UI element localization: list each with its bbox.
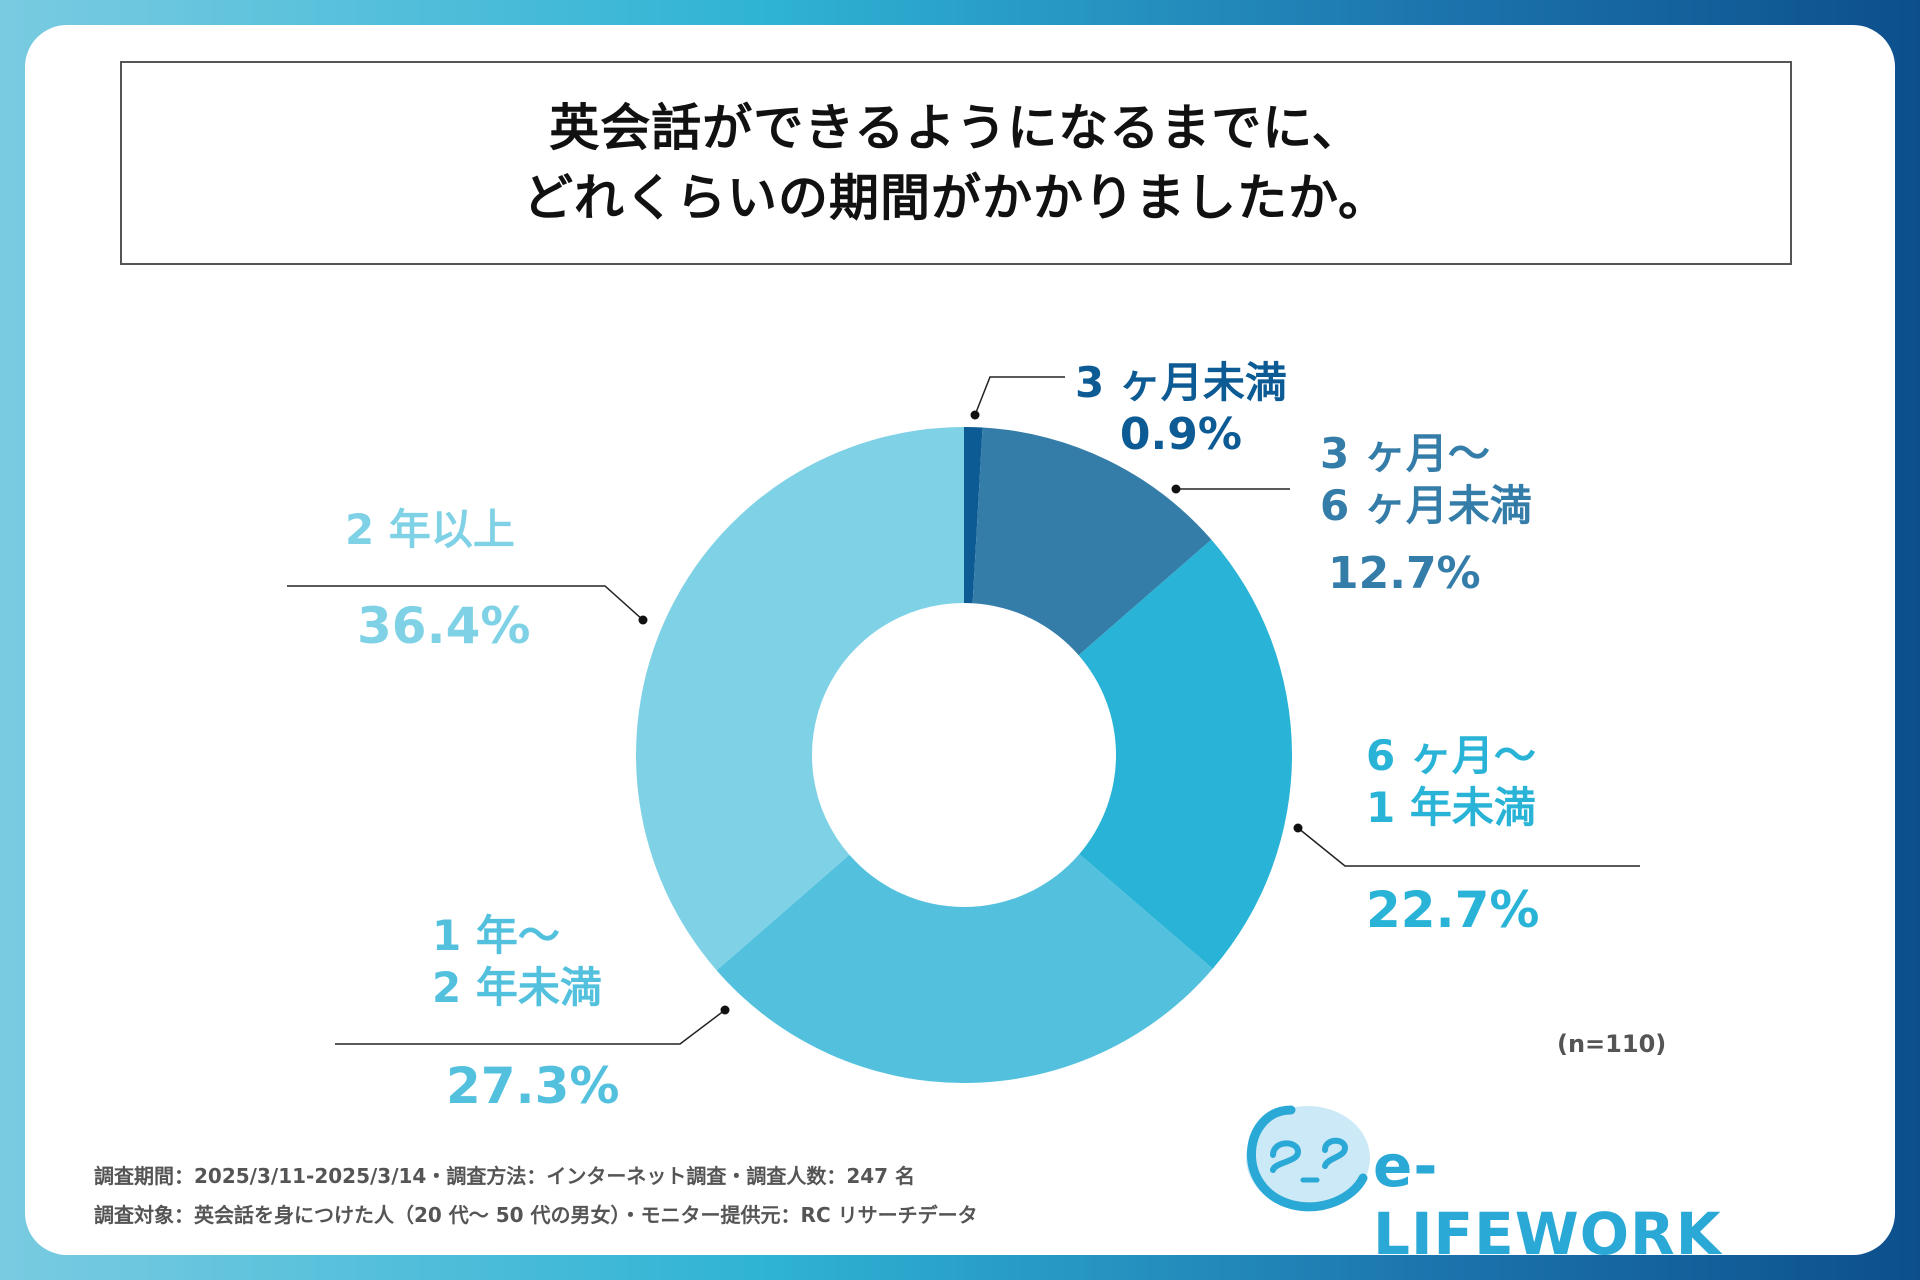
leader-line-4 — [287, 585, 644, 621]
label-slice-4-name: 2 年以上 — [345, 505, 515, 554]
leader-line-2 — [1297, 827, 1640, 867]
title-line-2: どれくらいの期間がかかりましたか。 — [523, 169, 1389, 227]
label-slice-3-name-1: 1 年〜 — [432, 911, 560, 960]
label-slice-0-value: 0.9% — [1119, 409, 1242, 460]
label-slice-4: 2 年以上 36.4% — [345, 504, 530, 656]
leader-dot-3 — [720, 1005, 730, 1015]
label-slice-1-name-2: 6 ヶ月未満 — [1320, 481, 1532, 530]
label-slice-2-name-1: 6 ヶ月〜 — [1366, 731, 1536, 780]
label-slice-1-name-1: 3 ヶ月〜 — [1320, 429, 1490, 478]
sample-size: (n=110) — [1557, 1030, 1667, 1058]
label-slice-0-name: 3 ヶ月未満 — [1075, 358, 1287, 407]
label-slice-1-value: 12.7% — [1328, 548, 1481, 599]
leader-dot-2 — [1293, 823, 1303, 833]
leader-dot-1 — [1171, 484, 1181, 494]
donut-slice-4 — [636, 427, 964, 971]
label-slice-4-value: 36.4% — [357, 597, 531, 655]
title-box: 英会話ができるようになるまでに、 どれくらいの期間がかかりましたか。 — [120, 61, 1792, 265]
footer-survey-target: 調査対象：英会話を身につけた人（20 代〜 50 代の男女）・モニター提供元：R… — [94, 1203, 978, 1227]
donut-slice-2 — [1078, 539, 1292, 969]
label-slice-3-value: 27.3% — [446, 1057, 620, 1115]
donut-slice-3 — [716, 854, 1213, 1083]
label-slice-2: 6 ヶ月〜 1 年未満 22.7% — [1366, 730, 1539, 940]
label-slice-3: 1 年〜 2 年未満 27.3% — [432, 910, 619, 1116]
donut-slice-0 — [964, 427, 983, 604]
leader-dot-4 — [638, 615, 648, 625]
label-slice-1: 3 ヶ月〜 6 ヶ月未満 12.7% — [1320, 428, 1532, 604]
logo-text: e-LIFEWORK — [1373, 1132, 1722, 1268]
leader-dot-0 — [970, 410, 980, 420]
footer-survey-info: 調査期間：2025/3/11-2025/3/14・調査方法：インターネット調査・… — [94, 1164, 916, 1188]
label-slice-2-value: 22.7% — [1366, 881, 1540, 939]
label-slice-2-name-2: 1 年未満 — [1366, 783, 1536, 832]
logo-face-icon — [1246, 1105, 1370, 1212]
leader-line-3 — [335, 1009, 726, 1045]
label-slice-0: 3 ヶ月未満 0.9% — [1075, 357, 1287, 461]
label-slice-3-name-2: 2 年未満 — [432, 963, 602, 1012]
title-line-1: 英会話ができるようになるまでに、 — [549, 99, 1363, 157]
donut-slice-1 — [972, 427, 1212, 656]
logo: e-LIFEWORK — [1213, 1080, 1773, 1268]
leader-line-0 — [974, 376, 1065, 416]
